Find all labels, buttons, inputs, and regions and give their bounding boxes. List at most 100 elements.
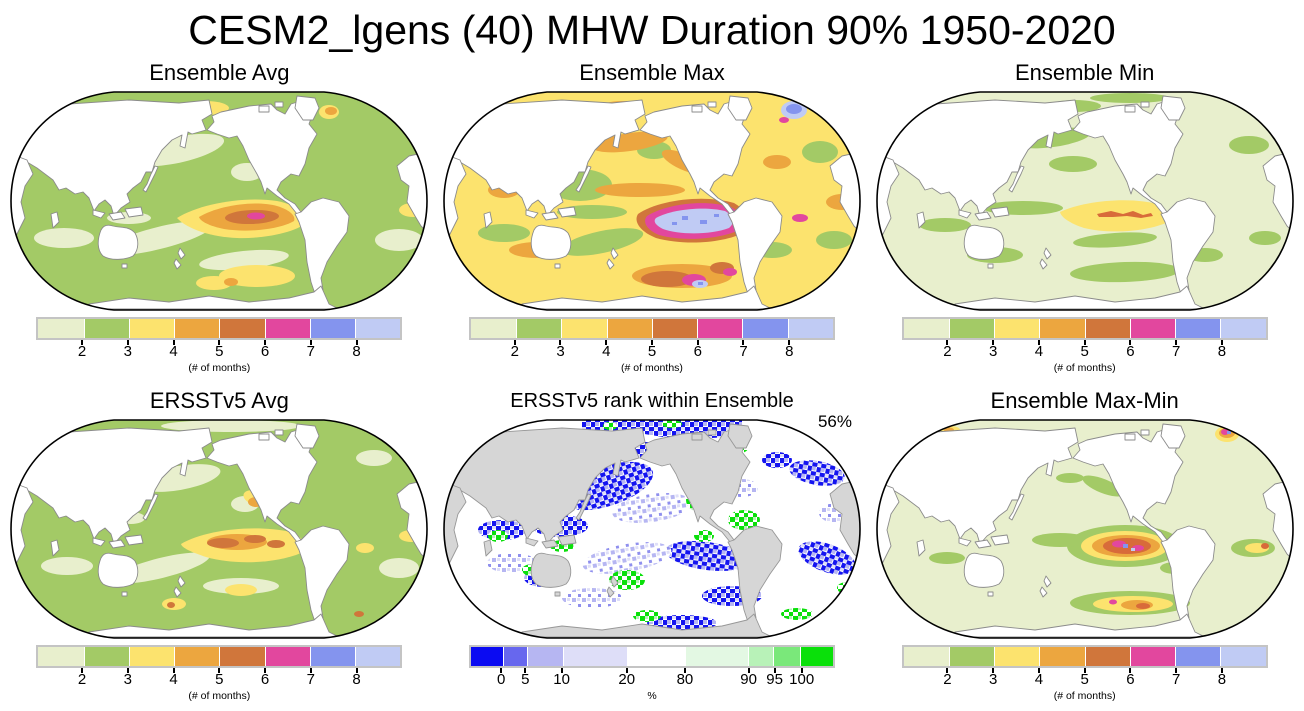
colorbar-caption: (# of months) <box>188 362 251 374</box>
colorbar-swatches <box>36 645 403 668</box>
colorbar-segment <box>1175 647 1221 666</box>
colorbar-segment <box>1039 319 1085 338</box>
tick-mark <box>218 668 221 673</box>
tick-mark <box>696 340 699 345</box>
tick-mark <box>126 340 129 345</box>
colorbar-months-ensemble-min: 2 3 4 5 6 7 8 (# of months) <box>901 317 1268 374</box>
map-wrap-ersstv5-rank: 56% <box>442 412 862 640</box>
map-wrap-ensemble-avg <box>9 90 429 312</box>
map-wrap-ensemble-max <box>442 90 862 312</box>
tick-label: 80 <box>676 671 694 688</box>
colorbar-segment <box>1129 319 1176 338</box>
colorbar-segment <box>747 647 774 666</box>
colorbar-segment <box>651 319 698 338</box>
map-ensemble-avg <box>10 91 429 311</box>
tick-mark <box>773 668 776 673</box>
colorbar-segment <box>1084 647 1130 666</box>
panel-ersstv5-avg: ERSSTv5 Avg <box>6 388 433 702</box>
colorbar-segment <box>516 319 562 338</box>
tick-mark <box>524 668 527 673</box>
colorbar-caption: % <box>647 690 657 702</box>
colorbar-segment <box>742 319 788 338</box>
colorbar-segment <box>38 647 84 666</box>
tick-label: 6 <box>1126 671 1135 688</box>
tick-mark <box>800 668 803 673</box>
colorbar-segment <box>799 647 833 666</box>
colorbar-segment <box>561 319 607 338</box>
tick-mark <box>355 668 358 673</box>
tick-mark <box>1175 668 1178 673</box>
colorbar-segment <box>994 647 1040 666</box>
tick-mark <box>1037 340 1040 345</box>
tick-mark <box>1129 668 1132 673</box>
colorbar-segment <box>174 319 220 338</box>
map-ensemble-min <box>875 91 1294 311</box>
tick-label: 20 <box>618 671 636 688</box>
tick-mark <box>559 340 562 345</box>
tick-mark <box>560 668 563 673</box>
tick-mark <box>500 668 503 673</box>
tick-mark <box>1220 668 1223 673</box>
tick-label: 6 <box>1126 343 1135 360</box>
panel-title-ensemble-max-min: Ensemble Max-Min <box>990 388 1179 413</box>
tick-mark <box>946 340 949 345</box>
colorbar-ticks: 0 5 10 20 80 90 95 100 <box>469 668 835 689</box>
tick-mark <box>1175 340 1178 345</box>
tick-label: 10 <box>553 671 570 688</box>
tick-mark <box>264 340 267 345</box>
tick-mark <box>992 668 995 673</box>
tick-label: 90 <box>740 671 757 688</box>
tick-mark <box>309 340 312 345</box>
tick-mark <box>309 668 312 673</box>
tick-label: 3 <box>123 671 132 688</box>
tick-label: 2 <box>77 671 87 688</box>
colorbar-segment <box>994 319 1040 338</box>
tick-label: 6 <box>693 343 702 360</box>
tick-label: 7 <box>306 671 315 688</box>
colorbar-segment <box>684 647 748 666</box>
colorbar-segment <box>470 647 503 666</box>
tick-mark <box>218 340 221 345</box>
map-ersstv5-avg <box>10 419 429 639</box>
tick-label: 4 <box>602 343 611 360</box>
colorbar-segment <box>1039 647 1085 666</box>
tick-label: 2 <box>77 343 87 360</box>
colorbar-swatches <box>36 317 403 340</box>
tick-mark <box>264 668 267 673</box>
tick-mark <box>1083 340 1086 345</box>
panel-title-ensemble-max: Ensemble Max <box>579 60 725 85</box>
colorbar-segment <box>309 319 356 338</box>
colorbar-segment <box>502 647 527 666</box>
colorbar-segment <box>264 319 310 338</box>
tick-mark <box>747 668 750 673</box>
colorbar-segment <box>606 319 652 338</box>
colorbar-segment <box>526 647 563 666</box>
colorbar-segment <box>219 319 265 338</box>
colorbar-segment <box>773 647 800 666</box>
tick-mark <box>1083 668 1086 673</box>
colorbar-months-ensemble-avg: 2 3 4 5 6 7 8 (# of months) <box>36 317 403 374</box>
tick-mark <box>1220 340 1223 345</box>
tick-label: 5 <box>647 343 657 360</box>
colorbar-segment <box>948 319 995 338</box>
map-ensemble-max <box>443 91 861 311</box>
colorbar-segment <box>1220 319 1266 338</box>
tick-label: 5 <box>1080 671 1089 688</box>
map-wrap-ersstv5-avg <box>9 418 429 640</box>
tick-label: 2 <box>510 343 519 360</box>
rank-percentage-annotation: 56% <box>817 412 852 431</box>
colorbar-segment <box>1129 647 1176 666</box>
map-ersstv5-rank <box>443 419 861 639</box>
colorbar-ticks: 2 3 4 5 6 7 8 <box>902 668 1268 689</box>
colorbar-segment <box>309 647 356 666</box>
map-ensemble-max-min <box>875 419 1294 639</box>
tick-label: 8 <box>1217 671 1227 688</box>
tick-label: 5 <box>521 671 530 688</box>
colorbar-months-ersstv5-avg: 2 3 4 5 6 7 8 (# of months) <box>36 645 403 702</box>
colorbar-caption: (# of months) <box>1053 690 1116 702</box>
tick-label: 2 <box>943 671 952 688</box>
tick-label: 4 <box>169 671 178 688</box>
panel-ensemble-max: Ensemble Max <box>439 60 866 374</box>
tick-label: 7 <box>739 343 748 360</box>
